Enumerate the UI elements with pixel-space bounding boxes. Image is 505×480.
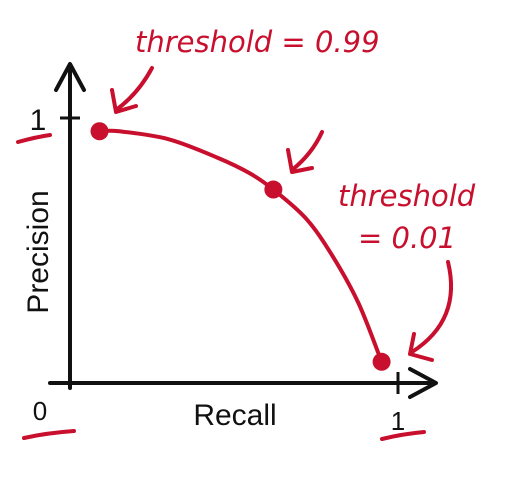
data-point-0 <box>90 122 109 141</box>
precision-recall-curve <box>97 128 384 364</box>
y-tick-label-1: 1 <box>30 104 47 137</box>
tick-underline-y1 <box>16 133 52 144</box>
data-point-2 <box>372 352 391 371</box>
annotation-arrow-mid-point <box>286 130 324 174</box>
tick-underline-x1 <box>380 430 426 441</box>
y-axis-arrowhead <box>54 62 86 92</box>
data-point-1 <box>264 180 283 199</box>
highlighted-points <box>90 122 391 371</box>
annotation-low-threshold-line2: = 0.01 <box>358 221 456 255</box>
x-axis-label: Recall <box>193 399 276 432</box>
y-axis-label: Precision <box>22 190 55 313</box>
annotation-arrow-low-threshold <box>408 260 453 362</box>
tick-underline-x0 <box>22 429 76 440</box>
x-tick-label-1: 1 <box>391 406 405 436</box>
annotation-high-threshold: threshold = 0.99 <box>135 25 380 59</box>
annotation-arrow-high-threshold <box>110 66 154 114</box>
axes <box>48 62 438 399</box>
annotation-low-threshold-line1: threshold <box>338 179 476 213</box>
x-axis-arrowhead <box>408 367 438 399</box>
x-tick-label-0: 0 <box>33 396 47 426</box>
